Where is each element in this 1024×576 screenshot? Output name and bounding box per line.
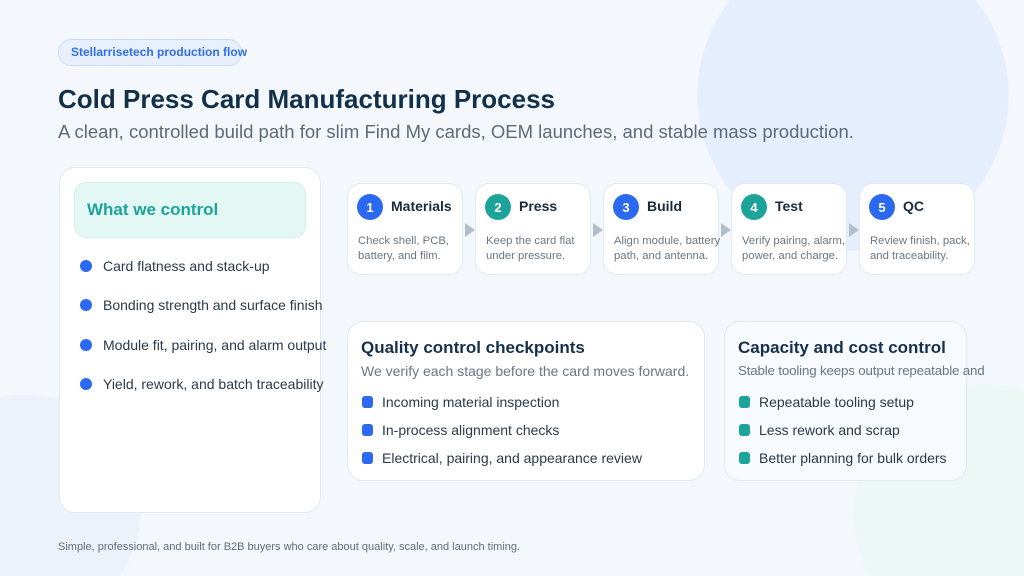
step-number-badge: 4 — [741, 194, 767, 220]
list-item: Less rework and scrap — [739, 422, 900, 438]
arrow-right-icon — [465, 223, 475, 237]
page-title: Cold Press Card Manufacturing Process — [58, 84, 556, 114]
arrow-right-icon — [721, 223, 731, 237]
bullet-dot-icon — [80, 260, 92, 272]
step-title: Press — [519, 198, 558, 214]
capacity-title: Capacity and cost control — [738, 338, 946, 357]
step-card-press: 2 Press Keep the card flat under pressure… — [475, 183, 591, 275]
step-number-badge: 5 — [869, 194, 895, 220]
arrow-right-icon — [593, 223, 603, 237]
step-card-qc: 5 QC Review finish, pack, and traceabilit… — [859, 183, 975, 275]
capacity-subtitle: Stable tooling keeps output repeatable a… — [738, 363, 985, 378]
step-description-line: Align module, battery — [614, 235, 721, 247]
step-number-badge: 3 — [613, 194, 639, 220]
list-item-label: Module fit, pairing, and alarm output — [103, 337, 327, 353]
step-title: QC — [903, 198, 924, 214]
capacity-card: Capacity and cost control Stable tooling… — [724, 321, 985, 481]
step-title: Build — [647, 198, 682, 214]
step-card-build: 3 Build Align module, battery path, and a… — [603, 183, 720, 275]
list-item: Electrical, pairing, and appearance revi… — [362, 450, 642, 466]
control-card: What we control Card flatness and stack-… — [59, 167, 326, 513]
step-description-line: Review finish, pack, — [870, 235, 970, 247]
list-item: Incoming material inspection — [362, 394, 559, 410]
bullet-square-icon — [739, 424, 750, 436]
list-item-label: Bonding strength and surface finish — [103, 297, 323, 313]
step-description-line: power, and charge. — [742, 249, 839, 262]
list-item-label: Repeatable tooling setup — [759, 394, 914, 410]
list-item-label: Less rework and scrap — [759, 422, 900, 438]
list-item: Repeatable tooling setup — [739, 394, 914, 410]
list-item-label: Electrical, pairing, and appearance revi… — [382, 450, 642, 466]
quality-card: Quality control checkpoints We verify ea… — [347, 321, 705, 481]
step-description-line: Verify pairing, alarm, — [742, 235, 845, 247]
control-heading: What we control — [74, 182, 306, 238]
quality-title: Quality control checkpoints — [361, 338, 585, 357]
list-item-label: Better planning for bulk orders — [759, 450, 947, 466]
step-description-line: and traceability. — [870, 249, 949, 262]
step-description-line: battery, and film. — [358, 249, 441, 262]
list-item: Card flatness and stack-up — [80, 258, 270, 274]
step-number-badge: 2 — [485, 194, 511, 220]
step-description-line: under pressure. — [486, 249, 566, 262]
list-item: In-process alignment checks — [362, 422, 559, 438]
footer-note: Simple, professional, and built for B2B … — [58, 541, 521, 553]
list-item-label: Card flatness and stack-up — [103, 258, 270, 274]
bullet-square-icon — [362, 452, 373, 464]
step-description: Align module, battery path, and antenna. — [614, 234, 720, 263]
step-title: Materials — [391, 198, 452, 214]
bullet-square-icon — [362, 424, 373, 436]
step-description-line: Keep the card flat — [486, 235, 575, 247]
list-item-label: Yield, rework, and batch traceability — [103, 376, 324, 392]
step-description-line: Check shell, PCB, — [358, 235, 450, 247]
list-item: Module fit, pairing, and alarm output — [80, 337, 326, 353]
bullet-square-icon — [739, 452, 750, 464]
bullet-square-icon — [739, 396, 750, 408]
bullet-dot-icon — [80, 299, 92, 311]
step-description: Check shell, PCB, battery, and film. — [358, 234, 449, 263]
step-description: Review finish, pack, and traceability. — [870, 234, 970, 263]
arrow-right-icon — [849, 223, 859, 237]
bullet-dot-icon — [80, 378, 92, 390]
step-description-line: path, and antenna. — [614, 249, 709, 262]
step-number-badge: 1 — [357, 194, 383, 220]
list-item-label: Incoming material inspection — [382, 394, 560, 410]
brand-badge: Stellarrisetech production flow — [58, 39, 247, 66]
page-subtitle: A clean, controlled build path for slim … — [58, 121, 854, 142]
step-description: Verify pairing, alarm, power, and charge. — [742, 234, 845, 263]
list-item: Better planning for bulk orders — [739, 450, 947, 466]
step-card-materials: 1 Materials Check shell, PCB, battery, an… — [347, 183, 463, 275]
bullet-square-icon — [362, 396, 373, 408]
step-description: Keep the card flat under pressure. — [486, 234, 575, 263]
list-item-label: In-process alignment checks — [382, 422, 560, 438]
list-item: Yield, rework, and batch traceability — [80, 376, 323, 392]
bullet-dot-icon — [80, 339, 92, 351]
list-item: Bonding strength and surface finish — [80, 297, 322, 313]
step-title: Test — [775, 198, 803, 214]
quality-subtitle: We verify each stage before the card mov… — [361, 363, 690, 379]
step-card-test: 4 Test Verify pairing, alarm, power, and … — [731, 183, 847, 275]
